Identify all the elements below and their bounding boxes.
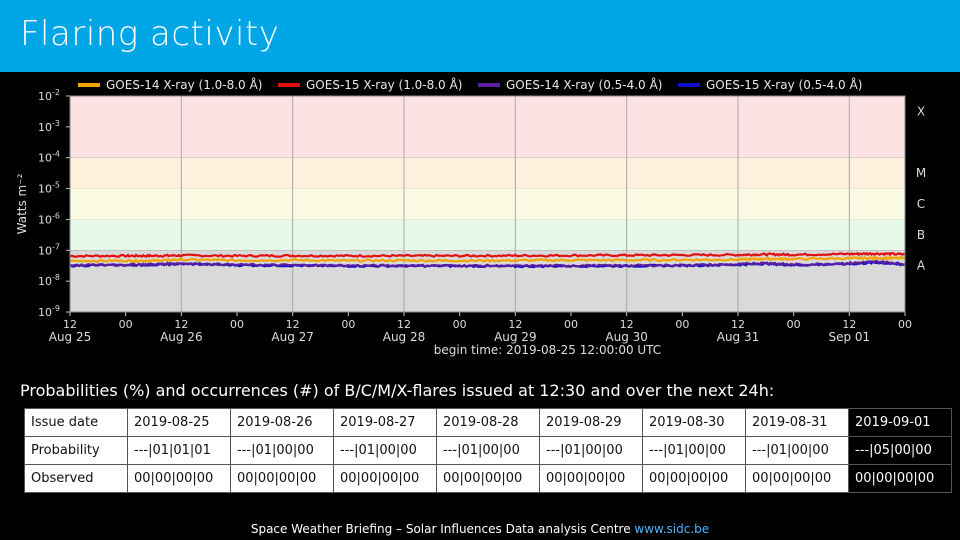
table-cell: 00|00|00|00 [642, 464, 746, 493]
table-cell: ---|01|01|01 [127, 436, 231, 465]
table-row: Issue date 2019-08-25 2019-08-26 2019-08-27… [24, 408, 952, 437]
table-cell: 2019-08-27 [333, 408, 437, 437]
class-label-m: M [916, 166, 926, 180]
y-axis-label: Watts m⁻² [15, 173, 29, 234]
flare-probability-table: Issue date 2019-08-25 2019-08-26 2019-08-27… [24, 408, 952, 493]
x-date-label: Aug 26 [160, 330, 203, 344]
x-tick-label: 12 [397, 318, 411, 331]
class-label-a: A [917, 259, 926, 273]
footer-text: Space Weather Briefing – Solar Influence… [250, 522, 635, 536]
class-label-b: B [917, 228, 925, 242]
class-label-c: C [917, 197, 925, 211]
band-m [70, 157, 905, 189]
x-tick-label: 00 [564, 318, 578, 331]
class-label-x: X [917, 104, 925, 118]
table-cell: ---|01|00|00 [539, 436, 643, 465]
legend-label: GOES-14 X-ray (1.0-8.0 Å) [106, 77, 262, 92]
x-date-label: Sep 01 [828, 330, 870, 344]
y-tick-label: 10-3 [38, 119, 60, 134]
x-tick-label: 00 [898, 318, 912, 331]
band-x [70, 96, 905, 158]
x-date-label: Aug 29 [494, 330, 537, 344]
table-cell: ---|01|00|00 [436, 436, 540, 465]
table-cell: 00|00|00|00 [127, 464, 231, 493]
table-cell: 2019-09-01 [848, 408, 952, 437]
band-b [70, 219, 905, 251]
y-tick-label: 10-8 [38, 273, 60, 288]
row-header: Probability [24, 436, 128, 465]
legend-label: GOES-15 X-ray (1.0-8.0 Å) [306, 77, 462, 92]
x-tick-label: 00 [675, 318, 689, 331]
sidc-link[interactable]: www.sidc.be [634, 522, 710, 536]
x-tick-label: 00 [787, 318, 801, 331]
y-tick-label: 10-9 [38, 304, 60, 319]
table-row: Observed 00|00|00|00 00|00|00|00 00|00|00|0… [24, 464, 952, 493]
table-cell: 00|00|00|00 [436, 464, 540, 493]
table-cell: 2019-08-26 [230, 408, 334, 437]
x-date-label: Aug 28 [383, 330, 426, 344]
legend-label: GOES-15 X-ray (0.5-4.0 Å) [706, 77, 862, 92]
x-tick-label: 00 [119, 318, 133, 331]
row-header: Observed [24, 464, 128, 493]
table-cell: ---|01|00|00 [745, 436, 849, 465]
x-tick-label: 12 [620, 318, 634, 331]
row-header: Issue date [24, 408, 128, 437]
table-cell: 00|00|00|00 [333, 464, 437, 493]
table-cell: 00|00|00|00 [230, 464, 334, 493]
series-line [69, 255, 906, 264]
x-tick-label: 00 [230, 318, 244, 331]
x-tick-label: 12 [63, 318, 77, 331]
x-tick-label: 12 [842, 318, 856, 331]
xray-flux-chart: X M C B A 10-9 10-8 10-7 10-6 10-5 10-4 10-3 10-2 Wat… [15, 77, 926, 357]
table-cell: 00|00|00|00 [848, 464, 952, 493]
table-cell: 00|00|00|00 [745, 464, 849, 493]
footer: Space Weather Briefing – Solar Influence… [0, 522, 960, 536]
x-tick-label: 12 [174, 318, 188, 331]
series-line [69, 259, 906, 268]
legend-label: GOES-14 X-ray (0.5-4.0 Å) [506, 77, 662, 92]
table-cell: ---|01|00|00 [642, 436, 746, 465]
plot-frame [69, 95, 906, 313]
table-cell: 2019-08-29 [539, 408, 643, 437]
header-bar: Flaring activity [0, 0, 960, 72]
x-axis-caption: begin time: 2019-08-25 12:00:00 UTC [434, 343, 661, 357]
x-tick-label: 00 [453, 318, 467, 331]
x-date-label: Aug 27 [271, 330, 314, 344]
x-tick-label: 12 [508, 318, 522, 331]
table-cell: 2019-08-25 [127, 408, 231, 437]
x-date-label: Aug 31 [717, 330, 760, 344]
table-cell: 00|00|00|00 [539, 464, 643, 493]
x-date-label: Aug 25 [49, 330, 92, 344]
y-tick-label: 10-4 [38, 150, 60, 165]
table-row: Probability ---|01|01|01 ---|01|00|00 ---|0… [24, 436, 952, 465]
x-tick-label: 12 [731, 318, 745, 331]
table-cell: 2019-08-28 [436, 408, 540, 437]
series-line [69, 251, 906, 259]
page-title: Flaring activity [20, 14, 280, 54]
table-cell: ---|01|00|00 [333, 436, 437, 465]
y-tick-label: 10-5 [38, 181, 60, 196]
x-tick-label: 00 [341, 318, 355, 331]
table-cell: ---|01|00|00 [230, 436, 334, 465]
x-tick-label: 12 [286, 318, 300, 331]
band-c [70, 188, 905, 220]
table-cell: ---|05|00|00 [848, 436, 952, 465]
y-tick-label: 10-6 [38, 211, 60, 226]
probability-caption: Probabilities (%) and occurrences (#) of… [20, 381, 775, 400]
table-cell: 2019-08-30 [642, 408, 746, 437]
y-tick-label: 10-2 [38, 88, 60, 103]
table-cell: 2019-08-31 [745, 408, 849, 437]
x-date-label: Aug 30 [605, 330, 648, 344]
y-tick-label: 10-7 [38, 242, 60, 257]
